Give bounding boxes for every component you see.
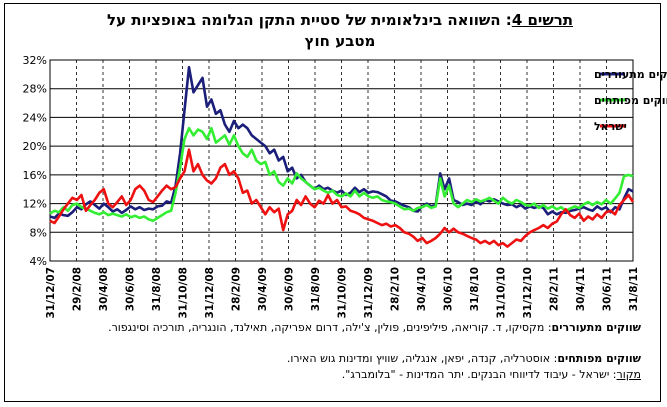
x-tick-label: 31/12/07 (45, 267, 57, 319)
note-source: מקור: ישראל - עיבוד לדיווחי הבנקים. יתר … (41, 367, 641, 382)
note-emerging-label: שווקים מתעוררים (551, 321, 641, 334)
x-tick-label: 30/6/10 (443, 267, 455, 311)
series-line (49, 126, 634, 223)
x-tick-label: 30/6/09 (284, 267, 296, 311)
y-tick-label: 8% (30, 226, 47, 239)
x-tick-label: 31/10/08 (178, 267, 190, 319)
note-source-text: : ישראל - עיבוד לדיווחי הבנקים. יתר המדי… (341, 368, 617, 381)
x-tick-label: 31/8/11 (628, 267, 640, 311)
x-tick-label: 29/2/08 (72, 267, 84, 311)
y-tick-label: 12% (23, 198, 47, 211)
x-tick-label: 31/10/10 (496, 267, 508, 319)
y-tick-label: 24% (23, 111, 47, 124)
y-tick-label: 20% (23, 140, 47, 153)
series-line (49, 148, 635, 248)
chart-title-main: : השוואה בינלאומית של סטיית התקן הגלומה … (107, 11, 512, 29)
x-tick-label: 28/2/10 (390, 267, 402, 311)
plot-area (49, 59, 634, 262)
note-source-label: מקור (616, 368, 641, 381)
note-developed-text: : אוסטרליה, קנדה, יפאן, אנגליה, שוויץ ומ… (286, 352, 558, 365)
x-tick-label: 30/4/09 (257, 267, 269, 311)
x-tick-label: 31/10/09 (337, 267, 349, 319)
y-tick-label: 32% (23, 54, 47, 67)
series-line (49, 65, 634, 220)
x-tick-label: 31/12/08 (204, 267, 216, 319)
x-tick-label: 31/8/08 (151, 267, 163, 311)
x-tick-label: 31/12/09 (363, 267, 375, 319)
chart-title-prefix: תרשים 4 (511, 11, 573, 29)
legend-label: ממוצע שווקים מתעוררים (594, 68, 667, 81)
legend-label: ישראל (594, 120, 627, 133)
y-tick-label: 4% (30, 255, 47, 268)
note-emerging: שווקים מתעוררים: מקסיקו, ד. קוריאה, פילי… (41, 320, 641, 335)
x-tick-label: 28/2/11 (549, 267, 561, 311)
legend-label: ממוצע שווקים מפותחים (594, 94, 667, 107)
note-developed: שווקים מפותחים: אוסטרליה, קנדה, יפאן, אנ… (41, 351, 641, 366)
x-tick-label: 28/2/09 (231, 267, 243, 311)
note-developed-label: שווקים מפותחים (557, 352, 641, 365)
x-tick-label: 31/8/09 (310, 267, 322, 311)
x-tick-label: 30/6/11 (602, 267, 614, 311)
x-tick-label: 30/4/11 (575, 267, 587, 311)
chart-title: תרשים 4: השוואה בינלאומית של סטיית התקן … (40, 10, 640, 52)
y-tick-label: 28% (23, 83, 47, 96)
chart-title-line2: מטבע חוץ (304, 32, 376, 50)
note-emerging-text: : מקסיקו, ד. קוריאה, פיליפינים, פולין, צ… (108, 321, 552, 334)
x-tick-label: 31/8/10 (469, 267, 481, 311)
x-tick-label: 31/12/10 (522, 267, 534, 319)
y-tick-label: 16% (23, 169, 47, 182)
x-tick-label: 30/4/08 (98, 267, 110, 311)
x-tick-label: 30/6/08 (125, 267, 137, 311)
x-tick-label: 30/4/10 (416, 267, 428, 311)
